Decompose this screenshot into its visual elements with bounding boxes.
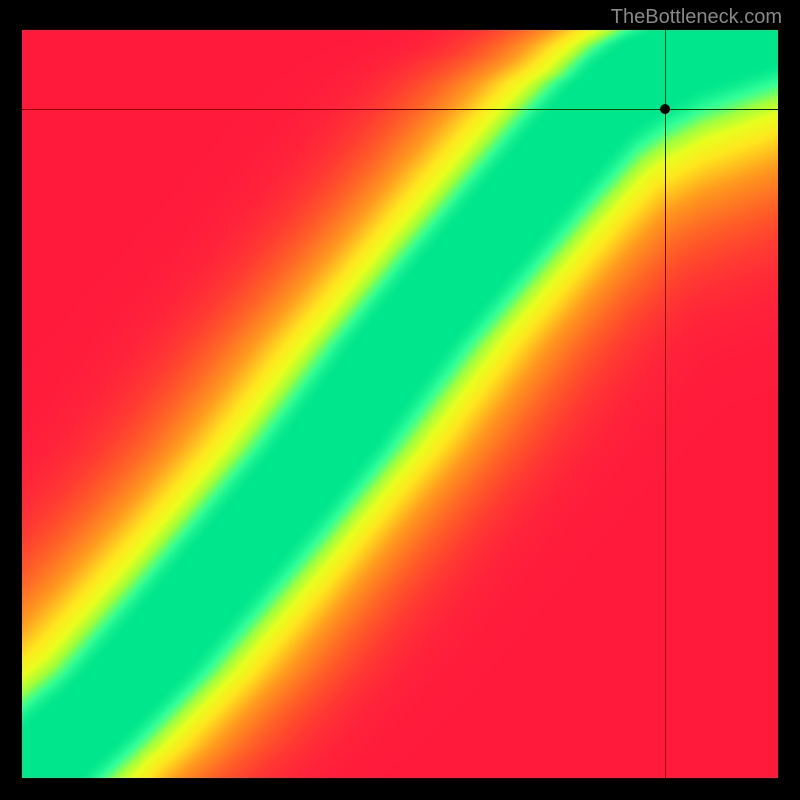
heatmap-chart (22, 30, 778, 778)
watermark-text: TheBottleneck.com (611, 6, 782, 29)
crosshair-marker (660, 104, 670, 114)
crosshair-vertical (665, 30, 666, 778)
